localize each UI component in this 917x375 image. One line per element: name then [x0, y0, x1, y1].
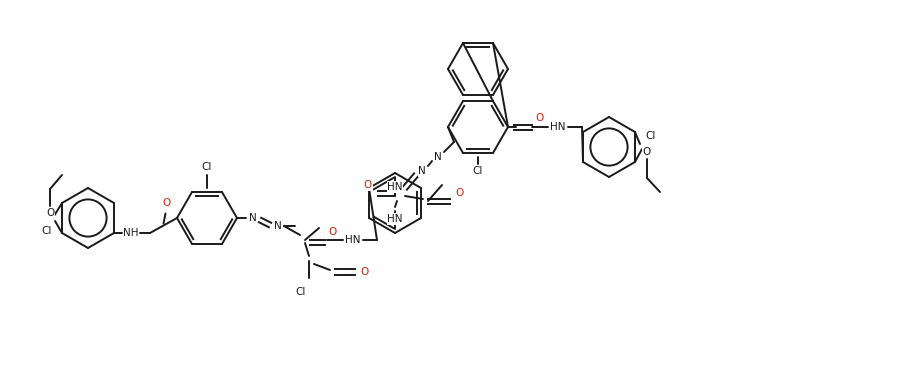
Text: O: O [364, 180, 372, 190]
Text: N: N [418, 166, 425, 176]
Text: O: O [162, 198, 171, 207]
Text: O: O [456, 188, 464, 198]
Text: O: O [536, 113, 544, 123]
Text: N: N [274, 221, 282, 231]
Text: N: N [434, 152, 442, 162]
Text: HN: HN [345, 235, 360, 245]
Text: O: O [329, 227, 337, 237]
Text: Cl: Cl [296, 287, 306, 297]
Text: O: O [643, 147, 651, 157]
Text: Cl: Cl [646, 131, 657, 141]
Text: O: O [46, 208, 54, 218]
Text: Cl: Cl [202, 162, 212, 172]
Text: HN: HN [387, 182, 403, 192]
Text: O: O [361, 267, 370, 277]
Text: N: N [249, 213, 257, 223]
Text: HN: HN [387, 214, 403, 224]
Text: NH: NH [123, 228, 138, 238]
Text: Cl: Cl [473, 166, 483, 176]
Text: Cl: Cl [42, 226, 52, 236]
Text: HN: HN [550, 122, 566, 132]
